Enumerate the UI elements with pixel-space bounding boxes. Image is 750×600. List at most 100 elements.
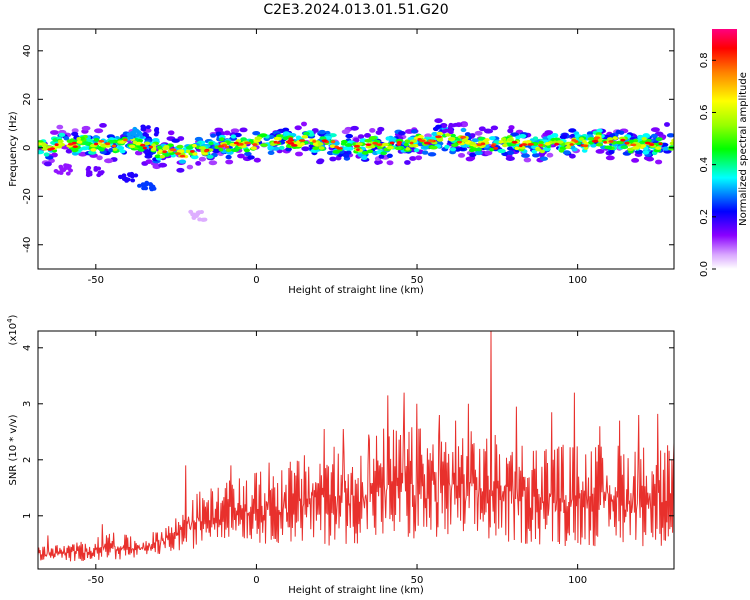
spectrogram-cell xyxy=(434,118,443,124)
spectrogram-cell xyxy=(76,140,83,144)
page-title: C2E3.2024.013.01.51.G20 xyxy=(263,2,449,18)
spectrogram-cell xyxy=(591,139,599,143)
spectrogram-cell xyxy=(544,142,551,146)
spectrogram-cell xyxy=(376,143,383,147)
colorbar-tick-label: 0.0 xyxy=(699,261,710,277)
spectrogram-cell xyxy=(43,152,50,157)
spectrogram-marks xyxy=(38,118,674,222)
spectrogram-panel: -50 0 50 100 -40 -20 0 20 40 Height of straight… xyxy=(8,28,675,296)
spectrogram-cell xyxy=(169,148,177,152)
spectrogram-cell xyxy=(159,154,166,159)
spectrogram-x-ticks: -50 0 50 100 xyxy=(88,29,587,286)
spectrogram-cell xyxy=(666,133,674,138)
spectrogram-cell xyxy=(214,127,224,133)
spectrogram-cell xyxy=(208,141,214,146)
spectrogram-cell xyxy=(624,141,630,145)
spectrogram-cell xyxy=(409,143,416,148)
snr-panel: -50 0 50 100 1 2 3 4 Height of straight line (… xyxy=(6,314,675,596)
y-tick-label: 40 xyxy=(22,44,33,57)
spectrogram-cell xyxy=(119,149,126,154)
spectrogram-feature-cell xyxy=(202,217,208,222)
spectrogram-cell xyxy=(497,148,506,154)
spectrogram-cell xyxy=(409,156,417,161)
spectrogram-cell xyxy=(356,148,360,152)
spectrogram-cell xyxy=(477,136,486,141)
spectrogram-cell xyxy=(71,128,79,134)
spectrogram-cell xyxy=(620,138,626,142)
spectrogram-cell xyxy=(71,131,79,137)
spectrogram-cell xyxy=(298,139,306,142)
spectrogram-cell xyxy=(435,135,442,139)
spectrogram-cell xyxy=(445,133,452,137)
spectrogram-cell xyxy=(190,155,199,160)
spectrogram-cell xyxy=(457,153,466,158)
spectrogram-cell xyxy=(378,154,385,159)
spectrogram-cell xyxy=(82,141,90,146)
spectrogram-cell xyxy=(604,145,612,150)
colorbar: 0.0 0.2 0.4 0.6 0.8 Normalized spectral ampl… xyxy=(699,29,749,277)
colorbar-tick-label: 0.4 xyxy=(699,157,710,173)
spectrogram-cell xyxy=(243,148,250,153)
spectrogram-cell xyxy=(357,134,365,140)
x-tick-label: 0 xyxy=(253,275,259,286)
spectrogram-cell xyxy=(192,143,197,148)
spectrogram-cell xyxy=(377,126,385,132)
spectrogram-cell xyxy=(254,136,263,140)
spectrogram-cell xyxy=(144,141,149,146)
spectrogram-cell xyxy=(282,136,289,141)
spectrogram-cell xyxy=(404,160,411,165)
spectrogram-cell xyxy=(176,167,185,173)
spectrogram-cell xyxy=(374,160,381,166)
spectrogram-cell xyxy=(145,159,153,165)
spectrogram-feature-cell xyxy=(98,171,104,176)
spectrogram-cell xyxy=(396,143,402,146)
spectrogram-cell xyxy=(312,140,317,143)
spectrogram-cell xyxy=(67,142,74,146)
spectrogram-cell xyxy=(417,135,424,139)
spectrogram-cell xyxy=(413,148,420,153)
snr-x-axis-label: Height of straight line (km) xyxy=(288,585,424,596)
spectrogram-feature-cell xyxy=(153,132,159,137)
spectrogram-cell xyxy=(224,145,230,149)
y-tick-label: -20 xyxy=(22,188,33,204)
spectrogram-cell xyxy=(225,148,232,153)
spectrogram-feature-cell xyxy=(195,212,201,216)
spectrogram-cell xyxy=(608,140,614,143)
spectrogram-cell xyxy=(511,140,518,144)
spectrogram-cell xyxy=(409,141,414,145)
spectrogram-cell xyxy=(57,139,64,144)
spectrogram-cell xyxy=(41,147,48,151)
spectrogram-cell xyxy=(558,148,565,153)
spectrogram-feature-cell xyxy=(446,129,452,133)
spectrogram-cell xyxy=(380,151,388,156)
spectrogram-cell xyxy=(247,155,255,160)
spectrogram-cell xyxy=(341,139,348,144)
spectrogram-cell xyxy=(185,149,191,154)
spectrogram-cell xyxy=(369,136,378,140)
spectrogram-feature-cell xyxy=(132,126,138,131)
spectrogram-cell xyxy=(94,142,99,146)
spectrogram-cell xyxy=(605,155,615,161)
spectrogram-feature-cell xyxy=(130,178,136,183)
spectrogram-feature-cell xyxy=(441,129,447,134)
spectrogram-cell xyxy=(644,141,651,145)
spectrogram-cell xyxy=(432,126,439,132)
spectrogram-cell xyxy=(301,135,309,139)
spectrogram-feature-cell xyxy=(141,125,147,130)
spectrogram-cell xyxy=(244,151,252,157)
spectrogram-cell xyxy=(329,144,336,148)
spectrogram-cell xyxy=(231,148,240,153)
spectrogram-cell xyxy=(192,152,198,156)
spectrogram-cell xyxy=(137,148,145,152)
spectrogram-cell xyxy=(460,122,468,128)
spectrogram-cell xyxy=(50,130,59,135)
spectrogram-cell xyxy=(460,127,467,133)
spectrogram-cell xyxy=(176,149,185,153)
spectrogram-cell xyxy=(554,142,559,146)
spectrogram-cell xyxy=(411,129,418,134)
y-tick-label: 3 xyxy=(22,401,33,407)
spectrogram-cell xyxy=(115,145,125,151)
spectrogram-cell xyxy=(449,147,457,152)
spectrogram-cell xyxy=(283,131,290,136)
